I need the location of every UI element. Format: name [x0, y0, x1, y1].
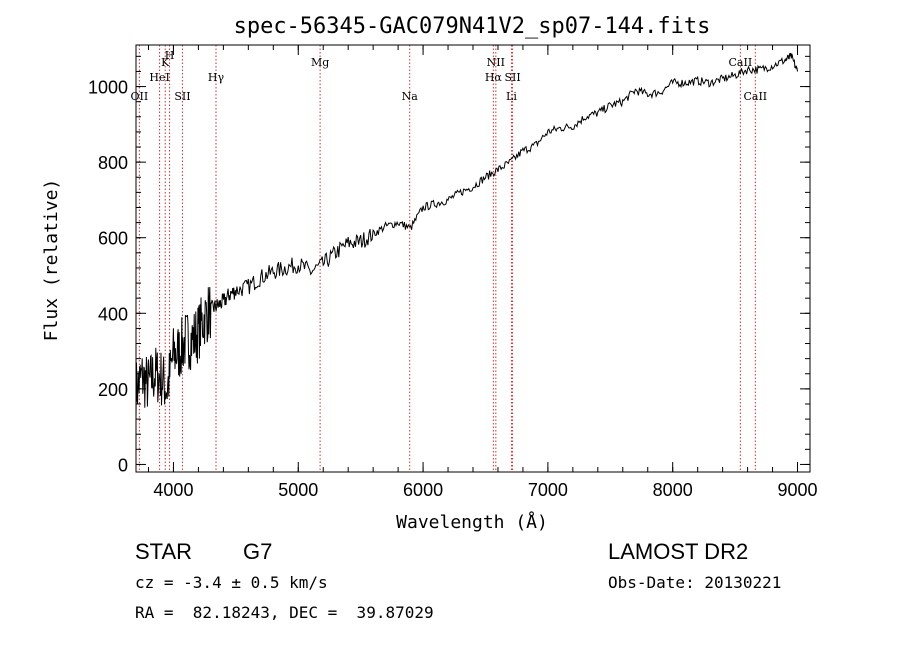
plot-frame [135, 44, 811, 473]
y-tick-label: 200 [98, 380, 128, 400]
spectral-line-label: Mg [311, 56, 329, 69]
spectral-line-label: CaII [729, 56, 753, 69]
x-tick-label: 8000 [653, 480, 693, 500]
y-tick-label: 800 [98, 153, 128, 173]
spectral-line-label: SII [504, 71, 520, 84]
axes: 4000 5000 6000 7000 8000 9000 0 200 400 600 800 100… [88, 45, 818, 500]
x-tick-label: 5000 [278, 480, 318, 500]
spectrum-line [135, 52, 798, 420]
spectral-line-label: Na [402, 90, 419, 103]
object-class: STAR [135, 539, 193, 564]
x-tick-label: 7000 [528, 480, 568, 500]
spectral-line-label: K [161, 56, 170, 69]
spectral-line-label: NII [487, 56, 505, 69]
y-axis-label: Flux (relative) [41, 179, 62, 342]
x-tick-label: 9000 [777, 480, 817, 500]
y-tick-label: 1000 [88, 78, 128, 98]
x-tick-label: 6000 [403, 480, 443, 500]
spectral-line-label: OII [131, 90, 149, 103]
y-tick-label: 0 [118, 455, 128, 475]
x-tick-label: 4000 [153, 480, 193, 500]
spectral-line-label: HeI [149, 71, 169, 84]
observation-date: Obs-Date: 20130221 [608, 573, 782, 592]
y-tick-label: 600 [98, 229, 128, 249]
chart-title: spec-56345-GAC079N41V2_sp07-144.fits [234, 14, 711, 39]
spectral-line-label: Hγ [208, 71, 225, 84]
redshift-readout: cz = -3.4 ± 0.5 km/s [135, 573, 328, 592]
survey-name: LAMOST DR2 [608, 539, 749, 564]
x-axis-label: Wavelength (Å) [396, 511, 548, 533]
y-tick-label: 400 [98, 304, 128, 324]
spectral-line-label: Li [506, 90, 517, 103]
coordinates-readout: RA = 82.18243, DEC = 39.87029 [135, 603, 434, 622]
spectral-line-label: CaII [743, 90, 767, 103]
spectral-line-label: Hα [485, 71, 503, 84]
object-subclass: G7 [243, 539, 273, 564]
spectral-line-label: SII [174, 90, 190, 103]
spectral-line-label: H [165, 49, 175, 62]
